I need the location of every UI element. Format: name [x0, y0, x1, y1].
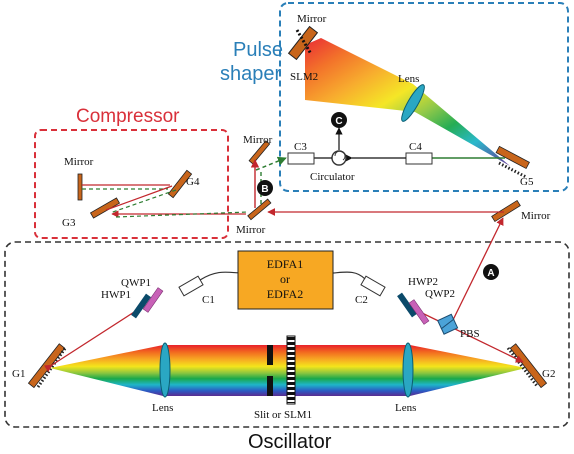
grating-g2: [509, 343, 548, 389]
mirror-right: [491, 199, 521, 223]
beam-g1-hwp1: [43, 304, 146, 373]
label-g1: G1: [12, 368, 25, 380]
mirror-compressor: [77, 173, 83, 201]
lens-right: [402, 342, 414, 398]
label-qwp2: QWP2: [425, 288, 455, 300]
slm2-pixels: [295, 29, 313, 55]
grating-g2-teeth: [506, 347, 539, 387]
pulse-shaper-title: Pulse: [233, 39, 283, 61]
mirror-mid-bottom: [247, 198, 272, 221]
edfa-line2: or: [280, 272, 290, 286]
grating-g5-teeth: [498, 161, 527, 179]
slit-top: [267, 345, 273, 365]
label-hwp2: HWP2: [408, 276, 438, 288]
marker-a: [483, 264, 499, 280]
collimator-c3: [287, 152, 315, 165]
label-g5: G5: [520, 176, 534, 188]
grating-g3: [89, 197, 121, 219]
label-c1: C1: [202, 294, 215, 306]
oscillator-title: Oscillator: [248, 431, 332, 453]
marker-b-label: B: [261, 184, 268, 195]
label-g2: G2: [542, 368, 555, 380]
label-slm2: SLM2: [290, 71, 318, 83]
label-mirror-mid-top: Mirror: [243, 134, 273, 146]
compressor-title: Compressor: [76, 106, 180, 127]
label-pbs: PBS: [460, 328, 480, 340]
grating-g1: [27, 343, 66, 389]
marker-b: [257, 180, 273, 196]
lens-pulse-shaper: [401, 84, 425, 122]
label-g3: G3: [62, 217, 76, 229]
beam-comp-out-green: [115, 211, 249, 218]
marker-c-label: C: [335, 116, 342, 127]
grating-g1-teeth: [36, 346, 68, 388]
pulse-shaper-box: [279, 2, 569, 192]
oscillator-box: [4, 241, 570, 428]
fiber-c1-edfa: [199, 271, 240, 281]
label-lens-ps: Lens: [398, 73, 419, 85]
label-mirror-ps: Mirror: [297, 13, 327, 25]
collimator-c1: [178, 275, 204, 297]
beam-pbs-to-right-mirror: [451, 217, 504, 323]
label-c4: C4: [409, 141, 422, 153]
label-lens-right: Lens: [395, 402, 416, 414]
qwp2: [408, 299, 430, 325]
oscillator-spectrum-left: [50, 345, 163, 396]
label-c3: C3: [294, 141, 307, 153]
label-c2: C2: [355, 294, 368, 306]
beam-comp-3: [105, 185, 173, 211]
label-circulator: Circulator: [310, 171, 355, 183]
collimator-c2: [360, 275, 386, 297]
hwp2: [397, 292, 417, 318]
slm2: [287, 25, 319, 61]
circulator-arrow: [334, 150, 346, 161]
label-mirror-mid-bottom: Mirror: [236, 224, 266, 236]
grating-g5: [495, 145, 530, 170]
beam-comp-4: [109, 189, 177, 214]
hwp1: [131, 293, 151, 319]
lens-left: [159, 342, 171, 398]
pulse-shaper-title-line2: shaper: [220, 63, 281, 85]
collimator-c4: [405, 152, 433, 165]
marker-a-label: A: [487, 268, 494, 279]
label-hwp1: HWP1: [101, 289, 131, 301]
label-mirror-comp: Mirror: [64, 156, 94, 168]
label-mirror-right: Mirror: [521, 210, 551, 222]
compressor-box: [34, 129, 229, 239]
beam-mirror-c3: [255, 156, 287, 171]
oscillator-spectrum-right: [410, 345, 526, 396]
marker-c: [331, 112, 347, 128]
pbs-diagonal: [440, 318, 455, 330]
label-lens-left: Lens: [152, 402, 173, 414]
label-qwp1: QWP1: [121, 277, 151, 289]
label-g4: G4: [186, 176, 200, 188]
label-slit: Slit or SLM1: [254, 409, 312, 421]
slit-bottom: [267, 376, 273, 396]
fiber-edfa-c2: [332, 271, 366, 280]
edfa-box: [237, 250, 334, 310]
edfa-line3: EDFA2: [267, 287, 303, 301]
qwp1: [142, 287, 164, 313]
edfa-line1: EDFA1: [267, 257, 303, 271]
